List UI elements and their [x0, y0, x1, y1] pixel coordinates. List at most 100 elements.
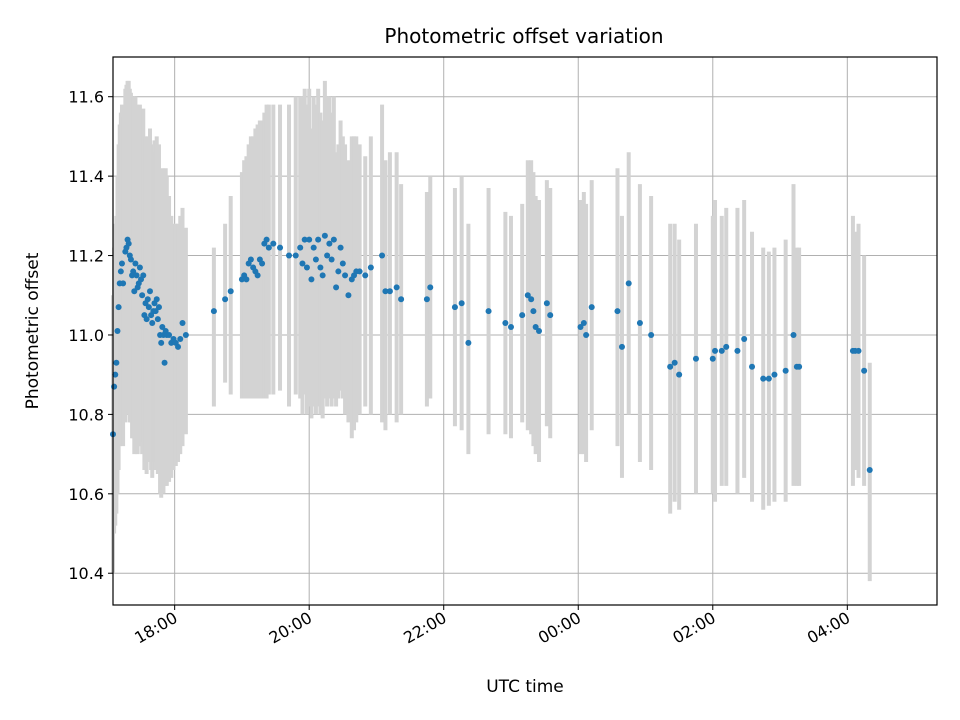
data-point: [367, 264, 374, 271]
data-point: [760, 375, 767, 382]
data-point: [330, 236, 337, 243]
data-point: [528, 296, 535, 303]
data-point: [519, 312, 526, 319]
data-point: [451, 304, 458, 311]
data-point: [125, 240, 132, 247]
data-point: [614, 308, 621, 315]
data-point: [741, 335, 748, 342]
data-point: [485, 308, 492, 315]
data-point: [317, 264, 324, 271]
data-point: [583, 331, 590, 338]
data-point: [749, 363, 756, 370]
data-point: [149, 320, 156, 327]
data-point: [144, 296, 151, 303]
data-point: [530, 308, 537, 315]
data-point: [117, 268, 124, 275]
data-point: [543, 300, 550, 307]
data-point: [718, 347, 725, 354]
data-point: [243, 276, 250, 283]
data-point: [465, 339, 472, 346]
data-point: [132, 260, 139, 267]
data-point: [577, 324, 584, 331]
data-point: [315, 236, 322, 243]
data-point: [159, 324, 166, 331]
data-point: [319, 272, 326, 279]
data-point: [328, 256, 335, 263]
data-point: [866, 466, 873, 473]
data-point: [709, 355, 716, 362]
data-point: [145, 304, 152, 311]
data-point: [227, 288, 234, 295]
data-point: [356, 268, 363, 275]
y-tick-label: 10.8: [68, 405, 104, 424]
data-point: [636, 320, 643, 327]
data-point: [113, 359, 120, 366]
y-tick-label: 11.0: [68, 326, 104, 345]
data-point: [312, 256, 319, 263]
data-point: [507, 324, 514, 331]
data-point: [143, 316, 150, 323]
data-point: [127, 256, 134, 263]
data-point: [618, 343, 625, 350]
data-point: [386, 288, 393, 295]
data-point: [790, 331, 797, 338]
data-point: [152, 308, 159, 315]
data-point: [382, 288, 389, 295]
y-axis-label: Photometric offset: [23, 252, 43, 409]
data-point: [259, 260, 266, 267]
data-point: [111, 383, 118, 390]
data-point: [254, 272, 261, 279]
data-point: [177, 335, 184, 342]
data-point: [532, 324, 539, 331]
data-point: [175, 343, 182, 350]
data-point: [299, 260, 306, 267]
data-point: [131, 288, 138, 295]
data-points: [110, 232, 873, 473]
data-point: [671, 359, 678, 366]
data-point: [306, 236, 313, 243]
data-point: [339, 260, 346, 267]
data-point: [222, 296, 229, 303]
data-point: [333, 284, 340, 291]
data-point: [692, 355, 699, 362]
data-point: [308, 276, 315, 283]
data-point: [782, 367, 789, 374]
data-point: [324, 252, 331, 259]
data-point: [667, 363, 674, 370]
data-point: [502, 320, 509, 327]
chart-title: Photometric offset variation: [384, 24, 663, 48]
data-point: [146, 288, 153, 295]
data-point: [321, 232, 328, 239]
data-point: [379, 252, 386, 259]
data-point: [133, 272, 140, 279]
data-point: [580, 320, 587, 327]
y-tick-label: 10.4: [68, 564, 104, 583]
data-point: [301, 236, 308, 243]
data-point: [161, 359, 168, 366]
data-point: [263, 236, 270, 243]
data-point: [771, 371, 778, 378]
data-point: [676, 371, 683, 378]
y-tick-label: 11.6: [68, 88, 104, 107]
data-point: [648, 331, 655, 338]
data-point: [362, 272, 369, 279]
data-point: [723, 343, 730, 350]
data-point: [337, 244, 344, 251]
data-point: [286, 252, 293, 259]
data-point: [625, 280, 632, 287]
data-point: [734, 347, 741, 354]
data-point: [118, 260, 125, 267]
data-point: [153, 296, 160, 303]
data-point: [120, 280, 127, 287]
data-point: [547, 312, 554, 319]
data-point: [427, 284, 434, 291]
y-tick-label: 11.4: [68, 167, 104, 186]
plot-frame: [112, 56, 938, 606]
data-point: [112, 371, 119, 378]
data-point: [277, 244, 284, 251]
data-point: [115, 304, 122, 311]
data-point: [765, 375, 772, 382]
data-point: [458, 300, 465, 307]
data-point: [524, 292, 531, 299]
